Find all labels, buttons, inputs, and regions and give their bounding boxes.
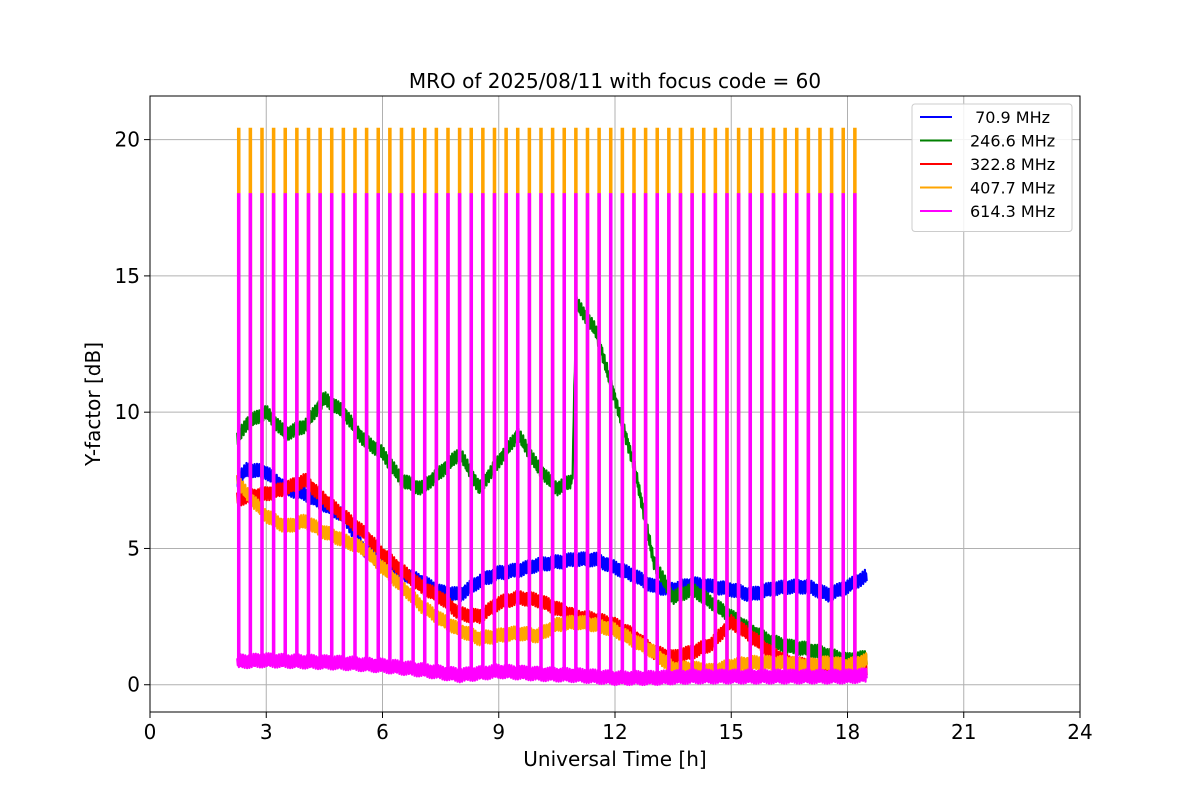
calibration-spike-magenta [701, 193, 706, 677]
calibration-spike-magenta [295, 193, 299, 662]
calibration-spike-magenta [597, 193, 601, 677]
x-tick-label: 9 [492, 720, 505, 744]
legend-label-4: 614.3 MHz [970, 202, 1055, 221]
legend-label-3: 407.7 MHz [970, 179, 1055, 198]
y-tick-label: 5 [127, 536, 140, 560]
x-tick-label: 12 [602, 720, 627, 744]
x-tick-label: 24 [1067, 720, 1092, 744]
calibration-spike-magenta [585, 193, 590, 676]
legend-box [911, 103, 1073, 232]
calibration-spike-magenta [434, 193, 439, 672]
x-tick-label: 21 [951, 720, 976, 744]
calibration-spike-magenta [771, 193, 776, 677]
calibration-spike-magenta [446, 193, 450, 674]
calibration-spike-magenta [829, 193, 834, 677]
calibration-spike-magenta [341, 193, 346, 663]
calibration-spike-magenta [329, 193, 334, 663]
plot-series [236, 127, 868, 687]
calibration-spike-magenta [806, 193, 811, 677]
y-tick-label: 0 [127, 673, 140, 697]
y-tick-label: 20 [115, 128, 140, 152]
calibration-spike-magenta [643, 193, 648, 678]
calibration-spike-magenta [760, 193, 764, 677]
calibration-spike-magenta [260, 193, 264, 661]
chart-title: MRO of 2025/08/11 with focus code = 60 [409, 69, 821, 93]
calibration-spike-magenta [283, 193, 288, 661]
y-axis-label: Y-factor [dB] [81, 342, 105, 467]
calibration-spike-magenta [469, 193, 474, 675]
calibration-spike-magenta [481, 193, 485, 673]
calibration-spike-magenta [608, 193, 613, 678]
legend-label-2: 322.8 MHz [970, 155, 1055, 174]
calibration-spike-magenta [713, 193, 718, 677]
calibration-spike-magenta [550, 193, 555, 675]
calibration-spike-magenta [539, 193, 543, 674]
calibration-spike-magenta [853, 193, 857, 677]
calibration-spike-magenta [422, 193, 427, 671]
calibration-spike-magenta [318, 193, 322, 663]
calibration-spike-magenta [527, 193, 532, 674]
calibration-spike-magenta [562, 193, 567, 675]
calibration-spike-magenta [353, 193, 357, 664]
calibration-spike-magenta [306, 193, 311, 662]
calibration-spike-magenta [388, 193, 392, 667]
calibration-spike-magenta [574, 193, 578, 676]
x-tick-label: 15 [719, 720, 744, 744]
calibration-spike-magenta [667, 193, 671, 678]
x-axis-label: Universal Time [h] [523, 747, 706, 771]
x-tick-label: 3 [260, 720, 273, 744]
calibration-spike-magenta [818, 193, 822, 677]
calibration-spike-magenta [736, 193, 741, 677]
x-tick-label: 0 [144, 720, 157, 744]
x-tick-label: 6 [376, 720, 389, 744]
x-tick-label: 18 [835, 720, 860, 744]
calibration-spike-magenta [515, 193, 520, 673]
calibration-spike-magenta [457, 193, 462, 676]
calibration-spike-magenta [492, 193, 497, 672]
calibration-spike-magenta [678, 193, 683, 678]
calibration-spike-magenta [690, 193, 694, 677]
legend: 70.9 MHz 246.6 MHz 322.8 MHz 407.7 MHz 614.3… [911, 103, 1073, 232]
calibration-spike-magenta [248, 193, 253, 661]
calibration-spike-magenta [236, 193, 241, 662]
calibration-spike-magenta [841, 193, 846, 677]
calibration-spike-magenta [794, 193, 799, 677]
y-tick-label: 15 [115, 264, 140, 288]
calibration-spike-magenta [655, 193, 660, 678]
calibration-spike-magenta [632, 193, 636, 678]
calibration-spike-magenta [504, 193, 508, 672]
calibration-spike-magenta [783, 193, 787, 677]
legend-label-0: 70.9 MHz [970, 108, 1050, 127]
calibration-spike-magenta [376, 193, 381, 666]
calibration-spike-magenta [399, 193, 404, 668]
calibration-spike-magenta [725, 193, 729, 677]
calibration-spike-magenta [271, 193, 276, 661]
calibration-spike-magenta [748, 193, 753, 677]
y-tick-label: 10 [115, 400, 140, 424]
calibration-spike-magenta [620, 193, 625, 678]
calibration-spike-magenta [411, 193, 415, 669]
calibration-spike-magenta [364, 193, 369, 665]
legend-label-1: 246.6 MHz [970, 132, 1055, 151]
axis-ticks: 0 3 6 9 12 15 18 21 24 0 5 10 15 20 [115, 128, 1093, 744]
